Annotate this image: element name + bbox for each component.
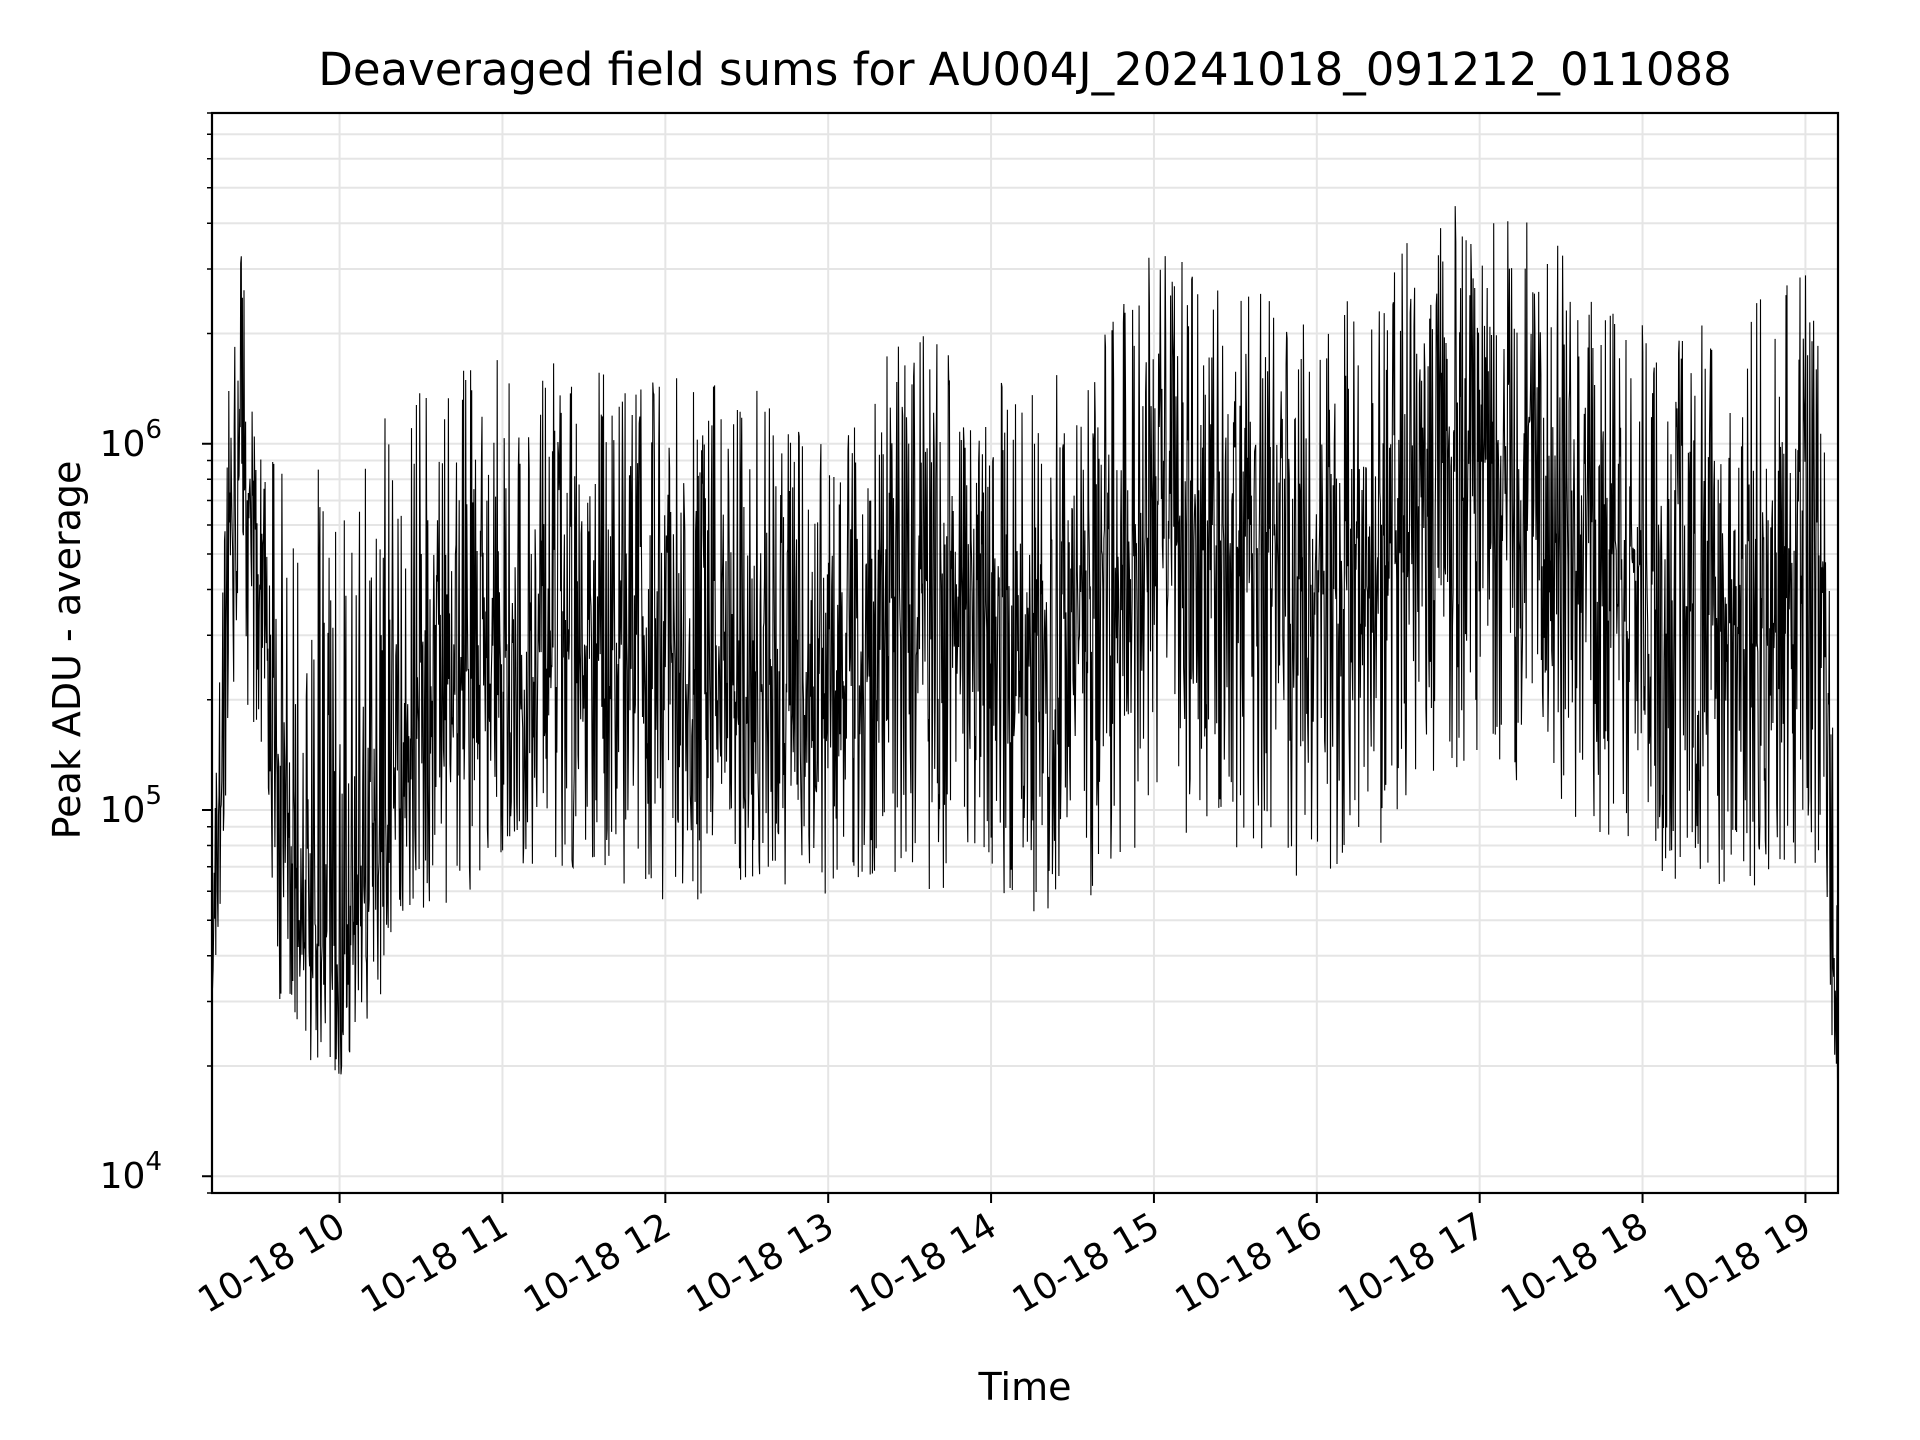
- plot-frame: [210, 111, 1840, 1195]
- y-tick-exponent: 4: [145, 1147, 162, 1177]
- series-line: [211, 206, 1839, 1115]
- x-axis-label: Time: [978, 1365, 1072, 1409]
- y-axis-label: Peak ADU - average: [45, 461, 89, 840]
- series-polyline: [211, 206, 1839, 1115]
- y-tick-exponent: 6: [145, 415, 162, 445]
- y-tick-exponent: 5: [145, 781, 162, 811]
- chart-title: Deaveraged field sums for AU004J_2024101…: [318, 43, 1732, 96]
